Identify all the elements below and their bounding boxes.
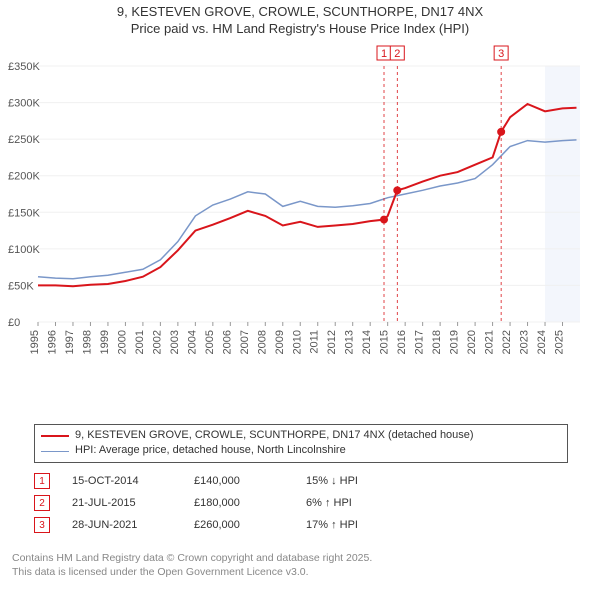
svg-text:£150K: £150K	[8, 207, 40, 219]
event-price: £180,000	[194, 497, 284, 509]
legend-swatch-red	[41, 435, 69, 437]
svg-text:2025: 2025	[554, 330, 566, 354]
svg-text:£300K: £300K	[8, 98, 40, 110]
svg-text:2011: 2011	[309, 330, 321, 354]
svg-text:2003: 2003	[169, 330, 181, 354]
event-price: £140,000	[194, 475, 284, 487]
svg-text:1998: 1998	[81, 330, 93, 354]
svg-text:2009: 2009	[274, 330, 286, 354]
svg-text:1997: 1997	[64, 330, 76, 354]
title-line-2: Price paid vs. HM Land Registry's House …	[0, 21, 600, 38]
svg-text:1996: 1996	[46, 330, 58, 354]
svg-text:2016: 2016	[396, 330, 408, 354]
svg-text:2021: 2021	[484, 330, 496, 354]
svg-text:2023: 2023	[519, 330, 531, 354]
event-date: 15-OCT-2014	[72, 475, 172, 487]
event-number-box: 1	[34, 473, 50, 489]
price-event-row: 2 21-JUL-2015 £180,000 6% ↑ HPI	[34, 492, 396, 514]
svg-text:1999: 1999	[99, 330, 111, 354]
svg-text:£100K: £100K	[8, 244, 40, 256]
event-date: 21-JUL-2015	[72, 497, 172, 509]
event-date: 28-JUN-2021	[72, 519, 172, 531]
event-price: £260,000	[194, 519, 284, 531]
title-line-1: 9, KESTEVEN GROVE, CROWLE, SCUNTHORPE, D…	[0, 4, 600, 21]
chart-plot: £0£50K£100K£150K£200K£250K£300K£350K1995…	[30, 42, 588, 382]
svg-text:2010: 2010	[291, 330, 303, 354]
svg-text:£0: £0	[8, 317, 20, 329]
credits-line-1: Contains HM Land Registry data © Crown c…	[12, 552, 372, 566]
svg-text:£200K: £200K	[8, 171, 40, 183]
credits-line-2: This data is licensed under the Open Gov…	[12, 566, 372, 580]
svg-text:2020: 2020	[466, 330, 478, 354]
chart-svg: £0£50K£100K£150K£200K£250K£300K£350K1995…	[30, 42, 588, 382]
svg-text:2004: 2004	[186, 330, 198, 354]
event-delta: 15% ↓ HPI	[306, 475, 396, 487]
legend-row-blue: HPI: Average price, detached house, Nort…	[41, 443, 561, 458]
svg-text:2013: 2013	[344, 330, 356, 354]
price-events-list: 1 15-OCT-2014 £140,000 15% ↓ HPI 2 21-JUL-201…	[34, 470, 396, 536]
credits-text: Contains HM Land Registry data © Crown c…	[12, 552, 372, 579]
event-number-box: 3	[34, 517, 50, 533]
svg-text:2014: 2014	[361, 330, 373, 354]
legend-row-red: 9, KESTEVEN GROVE, CROWLE, SCUNTHORPE, D…	[41, 428, 561, 443]
svg-text:2: 2	[394, 48, 400, 60]
svg-text:2007: 2007	[239, 330, 251, 354]
svg-text:2002: 2002	[151, 330, 163, 354]
legend-label-blue: HPI: Average price, detached house, Nort…	[75, 443, 346, 458]
svg-text:3: 3	[498, 48, 504, 60]
price-event-row: 1 15-OCT-2014 £140,000 15% ↓ HPI	[34, 470, 396, 492]
event-number-box: 2	[34, 495, 50, 511]
svg-text:2019: 2019	[449, 330, 461, 354]
svg-text:2012: 2012	[326, 330, 338, 354]
svg-text:2024: 2024	[536, 330, 548, 354]
price-event-row: 3 28-JUN-2021 £260,000 17% ↑ HPI	[34, 514, 396, 536]
svg-text:2006: 2006	[221, 330, 233, 354]
svg-text:2000: 2000	[116, 330, 128, 354]
chart-title: 9, KESTEVEN GROVE, CROWLE, SCUNTHORPE, D…	[0, 0, 600, 38]
legend-label-red: 9, KESTEVEN GROVE, CROWLE, SCUNTHORPE, D…	[75, 428, 474, 443]
svg-text:2017: 2017	[414, 330, 426, 354]
svg-text:£350K: £350K	[8, 61, 40, 73]
chart-container: 9, KESTEVEN GROVE, CROWLE, SCUNTHORPE, D…	[0, 0, 600, 590]
svg-text:2015: 2015	[379, 330, 391, 354]
legend-box: 9, KESTEVEN GROVE, CROWLE, SCUNTHORPE, D…	[34, 424, 568, 463]
event-delta: 6% ↑ HPI	[306, 497, 396, 509]
svg-text:2008: 2008	[256, 330, 268, 354]
svg-text:£50K: £50K	[8, 280, 34, 292]
svg-text:2005: 2005	[204, 330, 216, 354]
svg-text:1: 1	[381, 48, 387, 60]
svg-text:1995: 1995	[29, 330, 41, 354]
svg-text:£250K: £250K	[8, 134, 40, 146]
svg-text:2001: 2001	[134, 330, 146, 354]
svg-text:2018: 2018	[431, 330, 443, 354]
svg-text:2022: 2022	[501, 330, 513, 354]
event-delta: 17% ↑ HPI	[306, 519, 396, 531]
legend-swatch-blue	[41, 451, 69, 452]
